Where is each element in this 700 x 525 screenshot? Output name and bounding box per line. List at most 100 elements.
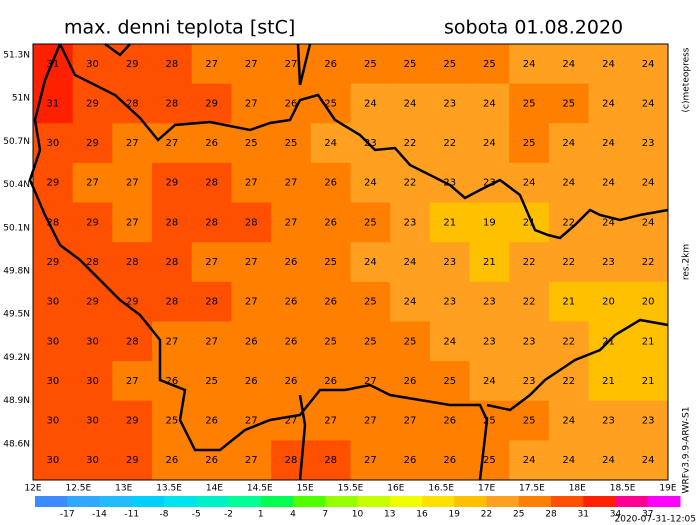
- temp-value: 27: [245, 257, 258, 268]
- temp-value: 25: [443, 376, 456, 387]
- temp-value: 28: [166, 297, 179, 308]
- lon-label: 17.5E: [519, 484, 545, 494]
- temp-cell: [509, 281, 550, 322]
- lon-label: 13.5E: [156, 484, 182, 494]
- temp-cell: [390, 400, 431, 441]
- temp-value: 28: [245, 217, 258, 228]
- temp-value: 30: [46, 455, 59, 466]
- temp-value: 30: [86, 455, 99, 466]
- temp-value: 27: [166, 336, 179, 347]
- temp-cell: [310, 162, 351, 204]
- temp-cell: [271, 440, 312, 481]
- border-line: [486, 318, 669, 412]
- temp-value: 25: [523, 138, 536, 149]
- temp-value: 30: [46, 376, 59, 387]
- temp-value: 30: [46, 138, 59, 149]
- temp-value: 25: [324, 98, 337, 109]
- temp-value: 26: [285, 257, 298, 268]
- temp-cell: [231, 242, 272, 283]
- temp-value: 27: [205, 336, 218, 347]
- temp-value: 25: [324, 257, 337, 268]
- temp-cell: [390, 202, 431, 243]
- lat-label: 51.3N: [3, 51, 30, 61]
- temp-cell: [548, 281, 590, 322]
- temp-value: 24: [642, 217, 655, 228]
- temp-value: 19: [483, 217, 496, 228]
- temp-cell: [112, 440, 153, 481]
- temp-cell: [509, 440, 550, 481]
- temp-cell: [588, 361, 629, 402]
- borders: [28, 42, 669, 481]
- temp-value: 23: [602, 416, 615, 427]
- temp-cell: [469, 242, 510, 283]
- temp-value: 24: [562, 178, 575, 189]
- temp-value: 25: [483, 59, 496, 70]
- lat-label: 48.9N: [3, 396, 30, 406]
- temp-cell: [350, 321, 391, 362]
- temp-cell: [231, 44, 272, 85]
- temp-value: 29: [86, 138, 99, 149]
- temp-value: 28: [205, 297, 218, 308]
- temp-value: 26: [245, 336, 258, 347]
- colorbar-swatch: [422, 496, 455, 507]
- temp-value: 24: [602, 138, 615, 149]
- temp-value: 24: [404, 297, 417, 308]
- temp-value: 25: [483, 455, 496, 466]
- temp-cell: [350, 440, 391, 481]
- lat-label: 50.1N: [3, 223, 30, 233]
- temp-value: 27: [245, 59, 258, 70]
- temp-cell: [588, 281, 629, 322]
- temp-value: 21: [642, 376, 655, 387]
- temp-cell: [271, 281, 312, 322]
- temp-value: 24: [324, 138, 337, 149]
- temp-value: 24: [642, 98, 655, 109]
- temp-cell: [152, 400, 193, 441]
- lon-label: 17E: [478, 484, 495, 494]
- temp-cell: [72, 162, 113, 204]
- temp-value: 25: [364, 336, 377, 347]
- credit: (c)meteopress: [682, 47, 692, 112]
- temp-cell: [72, 202, 113, 243]
- temp-cell: [152, 242, 193, 283]
- temp-value: 26: [166, 376, 179, 387]
- lat-label: 49.5N: [3, 310, 30, 320]
- temp-cell: [152, 162, 193, 204]
- colorbar-swatch: [164, 496, 197, 507]
- temp-value: 22: [562, 376, 575, 387]
- temp-value: 24: [562, 138, 575, 149]
- temp-value: 25: [324, 336, 337, 347]
- temp-value: 24: [642, 178, 655, 189]
- temp-value: 24: [523, 455, 536, 466]
- temp-cell: [191, 44, 232, 85]
- colorbar-label: 34: [610, 510, 622, 520]
- temp-cell: [429, 400, 471, 441]
- temp-value: 25: [483, 416, 496, 427]
- temp-cell: [271, 123, 312, 164]
- map-frame: [32, 43, 669, 481]
- temp-value: 24: [562, 59, 575, 70]
- temp-value: 30: [46, 297, 59, 308]
- colorbar-swatch: [357, 496, 391, 507]
- temp-value: 23: [483, 336, 496, 347]
- temp-value: 25: [443, 59, 456, 70]
- temp-value: 26: [443, 455, 456, 466]
- colorbar-label: 25: [513, 510, 524, 520]
- temp-cell: [152, 202, 193, 243]
- temp-cell: [271, 361, 312, 402]
- lon-label: 19E: [659, 484, 676, 494]
- temp-value: 26: [404, 376, 417, 387]
- temp-cell: [310, 44, 351, 85]
- temp-value: 24: [562, 455, 575, 466]
- temp-value: 27: [285, 178, 298, 189]
- temp-value: 23: [642, 416, 655, 427]
- temp-value: 27: [205, 59, 218, 70]
- temp-value: 25: [364, 59, 377, 70]
- temp-cell: [350, 400, 391, 441]
- temp-cell: [152, 83, 193, 124]
- temp-value: 23: [642, 138, 655, 149]
- colorbar-label: -5: [192, 510, 201, 520]
- temp-value: 24: [602, 59, 615, 70]
- temp-value: 27: [364, 455, 377, 466]
- temp-value: 24: [602, 98, 615, 109]
- temp-cell: [112, 281, 153, 322]
